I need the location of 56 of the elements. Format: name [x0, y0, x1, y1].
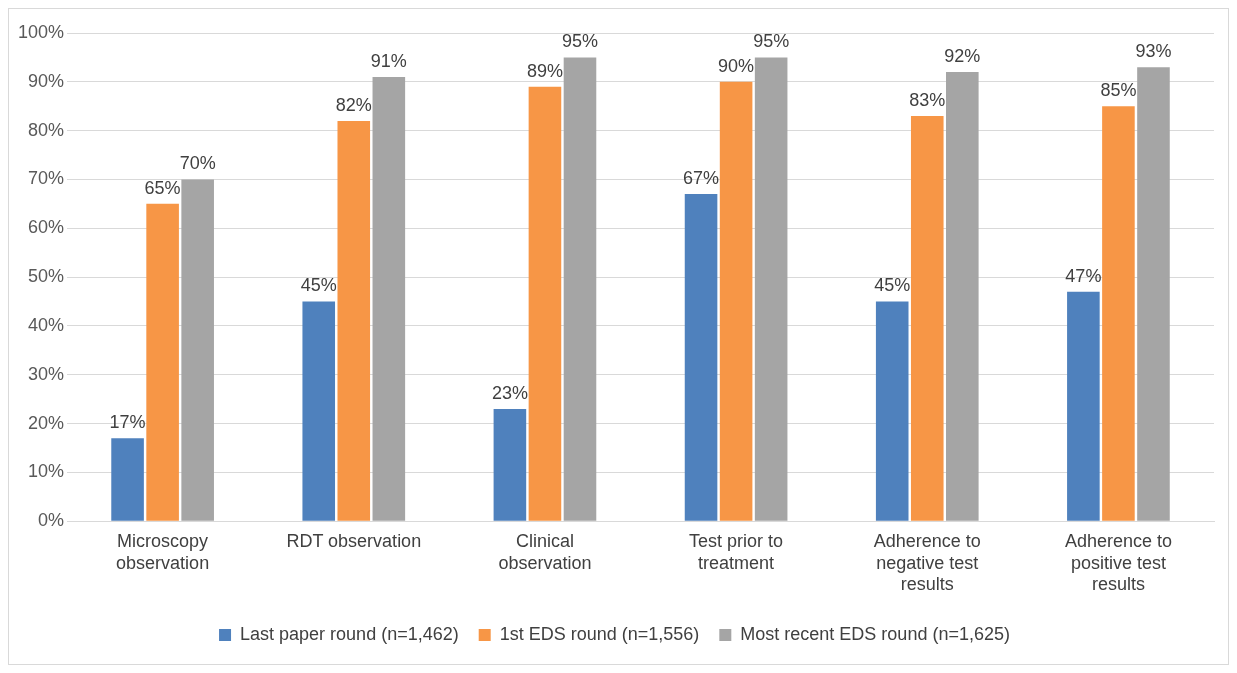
- data-label: 90%: [718, 55, 755, 76]
- bar: [754, 57, 788, 521]
- bar: [1067, 291, 1100, 521]
- y-tick-label: 80%: [28, 119, 65, 140]
- bar: [181, 179, 214, 521]
- y-tick-label: 40%: [28, 314, 65, 335]
- bar: [719, 81, 753, 521]
- bar: [684, 194, 718, 521]
- legend-label: Most recent EDS round (n=1,625): [740, 623, 1010, 644]
- y-tick-label: 60%: [28, 217, 65, 238]
- bar: [875, 301, 909, 521]
- bar: [337, 120, 371, 521]
- x-tick-label: Clinical observation: [498, 530, 592, 573]
- bar: [111, 438, 144, 521]
- bar: [1137, 67, 1170, 521]
- data-label: 45%: [874, 275, 911, 296]
- bar: [946, 72, 979, 521]
- bar: [1102, 106, 1135, 521]
- data-label: 67%: [683, 168, 720, 189]
- y-tick-label: 30%: [28, 363, 65, 384]
- legend-label: Last paper round (n=1,462): [240, 623, 459, 644]
- data-label: 89%: [526, 60, 563, 81]
- data-label: 23%: [491, 382, 528, 403]
- data-label: 65%: [144, 177, 181, 198]
- bar: [528, 86, 562, 521]
- bar: [372, 76, 406, 521]
- data-label: 17%: [109, 412, 146, 433]
- data-label: 93%: [1135, 41, 1172, 62]
- bar: [563, 57, 597, 521]
- data-label: 95%: [561, 31, 598, 52]
- y-tick-label: 90%: [28, 70, 65, 91]
- data-label: 91%: [370, 50, 407, 71]
- x-tick-label: Adherence to negative test results: [873, 530, 981, 595]
- bar: [910, 115, 944, 521]
- bar: [302, 301, 336, 521]
- y-tick-label: 50%: [28, 266, 65, 287]
- data-label: 95%: [753, 31, 790, 52]
- y-tick-label: 70%: [28, 168, 65, 189]
- bar: [146, 203, 179, 521]
- data-label: 45%: [300, 275, 337, 296]
- data-label: 70%: [179, 153, 216, 174]
- x-tick-label: Test prior to treatment: [689, 530, 784, 573]
- bar: [493, 408, 527, 521]
- y-tick-label: 10%: [28, 461, 65, 482]
- x-tick-label: Microscopy observation: [116, 530, 210, 573]
- y-tick-label: 20%: [28, 412, 65, 433]
- data-label: 92%: [944, 46, 981, 67]
- y-tick-label: 100%: [17, 21, 65, 42]
- y-tick-label: 0%: [38, 510, 65, 531]
- data-label: 83%: [909, 89, 946, 110]
- data-label: 82%: [335, 94, 372, 115]
- x-tick-label: Adherence to positive test results: [1064, 530, 1172, 595]
- data-label: 47%: [1065, 265, 1102, 286]
- x-tick-label: RDT observation: [286, 530, 422, 551]
- data-label: 85%: [1100, 80, 1137, 101]
- legend-label: 1st EDS round (n=1,556): [499, 623, 700, 644]
